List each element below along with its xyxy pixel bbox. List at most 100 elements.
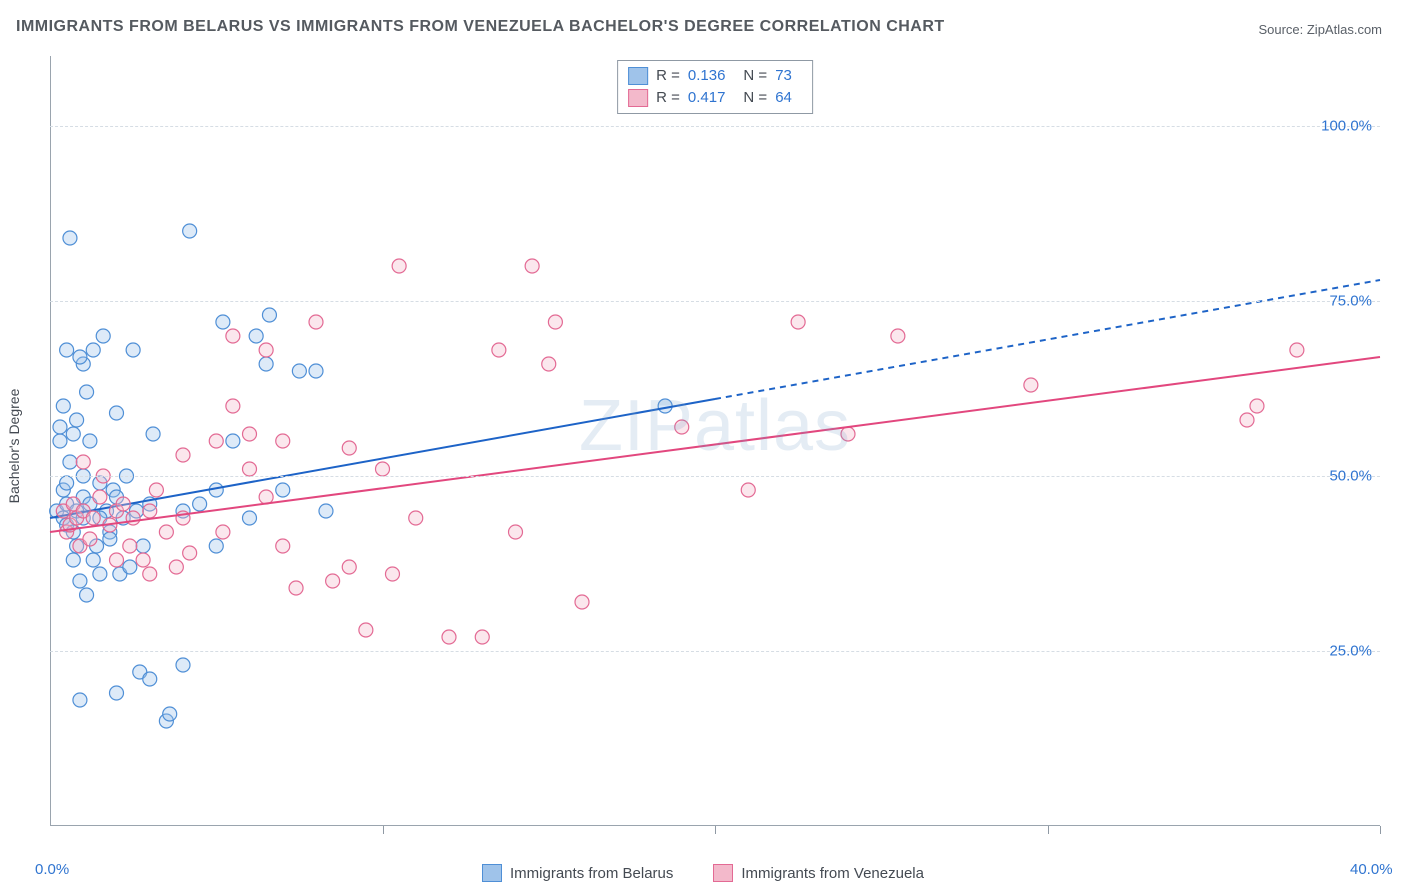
data-point-belarus: [136, 539, 150, 553]
trendline-dashed-belarus: [715, 280, 1380, 399]
data-point-venezuela: [891, 329, 905, 343]
data-point-venezuela: [326, 574, 340, 588]
gridline: [50, 126, 1380, 127]
data-point-venezuela: [675, 420, 689, 434]
data-point-venezuela: [509, 525, 523, 539]
data-point-belarus: [73, 693, 87, 707]
stat-r-label: R =: [656, 65, 680, 87]
data-point-venezuela: [259, 490, 273, 504]
data-point-venezuela: [791, 315, 805, 329]
data-point-venezuela: [289, 581, 303, 595]
data-point-belarus: [319, 504, 333, 518]
data-point-venezuela: [1024, 378, 1038, 392]
stat-n-label: N =: [743, 87, 767, 109]
data-point-venezuela: [123, 539, 137, 553]
data-point-venezuela: [110, 553, 124, 567]
data-point-belarus: [110, 686, 124, 700]
data-point-venezuela: [1290, 343, 1304, 357]
xtick-label-min: 0.0%: [35, 861, 69, 878]
data-point-belarus: [56, 399, 70, 413]
data-point-belarus: [66, 553, 80, 567]
data-point-venezuela: [342, 441, 356, 455]
data-point-belarus: [70, 413, 84, 427]
data-point-belarus: [73, 574, 87, 588]
swatch-belarus: [628, 67, 648, 85]
data-point-belarus: [262, 308, 276, 322]
data-point-belarus: [53, 420, 67, 434]
data-point-belarus: [86, 553, 100, 567]
data-point-belarus: [259, 357, 273, 371]
chart-title: IMMIGRANTS FROM BELARUS VS IMMIGRANTS FR…: [16, 18, 945, 36]
data-point-belarus: [96, 329, 110, 343]
data-point-belarus: [93, 567, 107, 581]
legend-label-venezuela: Immigrants from Venezuela: [741, 865, 924, 882]
bottom-legend: Immigrants from Belarus Immigrants from …: [0, 864, 1406, 882]
stats-row-venezuela: R = 0.417 N = 64: [628, 87, 802, 109]
data-point-venezuela: [841, 427, 855, 441]
swatch-belarus: [482, 864, 502, 882]
stats-row-belarus: R = 0.136 N = 73: [628, 65, 802, 87]
data-point-belarus: [63, 455, 77, 469]
data-point-belarus: [73, 350, 87, 364]
data-point-belarus: [80, 588, 94, 602]
data-point-belarus: [60, 343, 74, 357]
data-point-venezuela: [309, 315, 323, 329]
data-point-venezuela: [276, 539, 290, 553]
stat-n-belarus: 73: [775, 65, 792, 87]
data-point-venezuela: [76, 455, 90, 469]
data-point-venezuela: [136, 553, 150, 567]
data-point-venezuela: [276, 434, 290, 448]
data-point-belarus: [163, 707, 177, 721]
data-point-belarus: [276, 483, 290, 497]
ytick-label: 75.0%: [1329, 293, 1372, 310]
data-point-belarus: [110, 406, 124, 420]
stat-n-label: N =: [743, 65, 767, 87]
data-point-venezuela: [176, 448, 190, 462]
xtick: [383, 826, 384, 834]
gridline: [50, 476, 1380, 477]
xtick: [1048, 826, 1049, 834]
stats-legend: R = 0.136 N = 73 R = 0.417 N = 64: [617, 60, 813, 114]
data-point-belarus: [146, 427, 160, 441]
legend-item-venezuela: Immigrants from Venezuela: [713, 864, 924, 882]
data-point-belarus: [309, 364, 323, 378]
data-point-venezuela: [143, 567, 157, 581]
stat-r-label: R =: [656, 87, 680, 109]
data-point-belarus: [143, 672, 157, 686]
data-point-belarus: [176, 658, 190, 672]
data-point-venezuela: [126, 511, 140, 525]
data-point-venezuela: [1250, 399, 1264, 413]
data-point-venezuela: [169, 560, 183, 574]
xtick: [715, 826, 716, 834]
data-point-venezuela: [226, 329, 240, 343]
data-point-venezuela: [243, 462, 257, 476]
data-point-venezuela: [542, 357, 556, 371]
data-point-belarus: [86, 343, 100, 357]
data-point-belarus: [226, 434, 240, 448]
data-point-venezuela: [83, 532, 97, 546]
data-point-venezuela: [259, 343, 273, 357]
ytick-label: 25.0%: [1329, 643, 1372, 660]
plot-area: R = 0.136 N = 73 R = 0.417 N = 64 ZIPatl…: [50, 56, 1380, 826]
data-point-venezuela: [1240, 413, 1254, 427]
ytick-label: 50.0%: [1329, 468, 1372, 485]
data-point-belarus: [83, 434, 97, 448]
data-point-venezuela: [116, 497, 130, 511]
data-point-venezuela: [149, 483, 163, 497]
source-attribution: Source: ZipAtlas.com: [1258, 22, 1382, 37]
y-axis-label: Bachelor's Degree: [6, 389, 22, 504]
data-point-venezuela: [183, 546, 197, 560]
data-point-venezuela: [209, 434, 223, 448]
trendline-venezuela: [50, 357, 1380, 532]
data-point-venezuela: [143, 504, 157, 518]
data-point-belarus: [80, 385, 94, 399]
data-point-belarus: [63, 231, 77, 245]
data-point-venezuela: [243, 427, 257, 441]
data-point-belarus: [292, 364, 306, 378]
data-point-venezuela: [159, 525, 173, 539]
data-point-belarus: [243, 511, 257, 525]
data-point-venezuela: [376, 462, 390, 476]
data-point-venezuela: [392, 259, 406, 273]
swatch-venezuela: [713, 864, 733, 882]
gridline: [50, 651, 1380, 652]
